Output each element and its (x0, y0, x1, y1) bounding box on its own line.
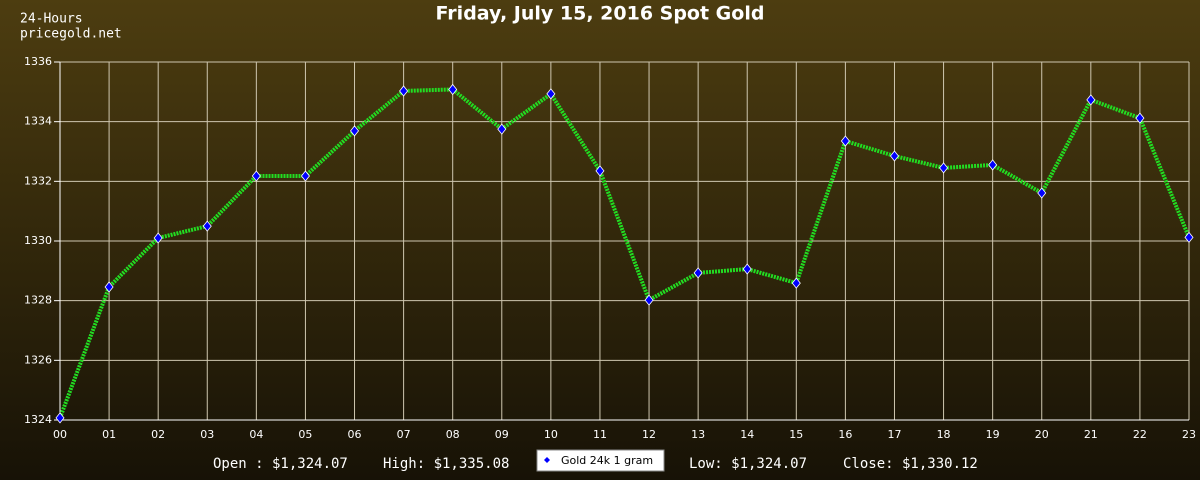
point (546, 88, 556, 100)
plot (55, 83, 1194, 424)
point (1037, 187, 1047, 199)
x-tick-label: 14 (740, 428, 754, 441)
x-tick-label: 01 (102, 428, 116, 441)
x-tick-label: 07 (397, 428, 411, 441)
y-tick-label: 1330 (24, 234, 52, 247)
y-tick-label: 1328 (24, 294, 52, 307)
point (104, 281, 114, 293)
y-tick-label: 1334 (24, 115, 52, 128)
x-tick-label: 22 (1133, 428, 1147, 441)
summary-text: Open : $1,324.07 (213, 456, 348, 472)
series-line (58, 87, 1191, 419)
point (840, 135, 850, 147)
x-tick-label: 00 (53, 428, 67, 441)
x-tick-label: 05 (298, 428, 312, 441)
point (1086, 94, 1096, 106)
point (55, 412, 65, 424)
point (693, 267, 703, 279)
point (791, 277, 801, 289)
x-tick-label: 06 (348, 428, 362, 441)
chart-title: Friday, July 15, 2016 Spot Gold (436, 3, 765, 25)
legend-box (536, 449, 665, 472)
point (300, 170, 310, 182)
point (595, 165, 605, 177)
y-tick-label: 1332 (24, 174, 52, 187)
point (399, 85, 409, 97)
grid: 1324 1326 1328 1330 1332 1334 1336 00 01 02 03 04 05… (24, 55, 1196, 441)
point (497, 123, 507, 135)
x-tick-label: 17 (887, 428, 901, 441)
point (153, 232, 163, 244)
x-tick-label: 13 (691, 428, 705, 441)
x-tick-label: 12 (642, 428, 656, 441)
point (742, 263, 752, 275)
site-label: pricegold.net (20, 27, 122, 42)
point (350, 125, 360, 137)
summary-text: Low: $1,324.07 (689, 456, 807, 472)
y-tick-label: 1326 (24, 353, 52, 366)
point (939, 162, 949, 174)
x-tick-label: 18 (937, 428, 951, 441)
y-tick-label: 1336 (24, 55, 52, 68)
x-tick-label: 10 (544, 428, 558, 441)
point (1135, 112, 1145, 124)
x-tick-label: 09 (495, 428, 509, 441)
x-tick-label: 21 (1084, 428, 1098, 441)
point (251, 170, 261, 182)
x-tick-label: 11 (593, 428, 607, 441)
summary-text: Close: $1,330.12 (843, 456, 978, 472)
x-tick-label: 02 (151, 428, 165, 441)
legend-label: Gold 24k 1 gram (561, 454, 653, 467)
x-tick-label: 19 (986, 428, 1000, 441)
y-tick-label: 1324 (24, 413, 52, 426)
point (1184, 231, 1194, 244)
footer: Open : $1,324.07 High: $1,335.08 Low: $1,3… (213, 449, 978, 472)
point (202, 220, 212, 232)
point (988, 159, 998, 171)
x-tick-label: 16 (838, 428, 852, 441)
x-tick-label: 23 (1182, 428, 1196, 441)
x-tick-label: 20 (1035, 428, 1049, 441)
x-tick-label: 08 (446, 428, 460, 441)
header-label: 24-Hours (20, 12, 83, 27)
point (644, 294, 654, 306)
point (889, 150, 899, 162)
summary-text: High: $1,335.08 (383, 456, 509, 472)
x-tick-label: 03 (200, 428, 214, 441)
x-tick-label: 15 (789, 428, 803, 441)
x-tick-label: 04 (249, 428, 263, 441)
legend-marker (544, 457, 550, 463)
point (448, 83, 458, 96)
